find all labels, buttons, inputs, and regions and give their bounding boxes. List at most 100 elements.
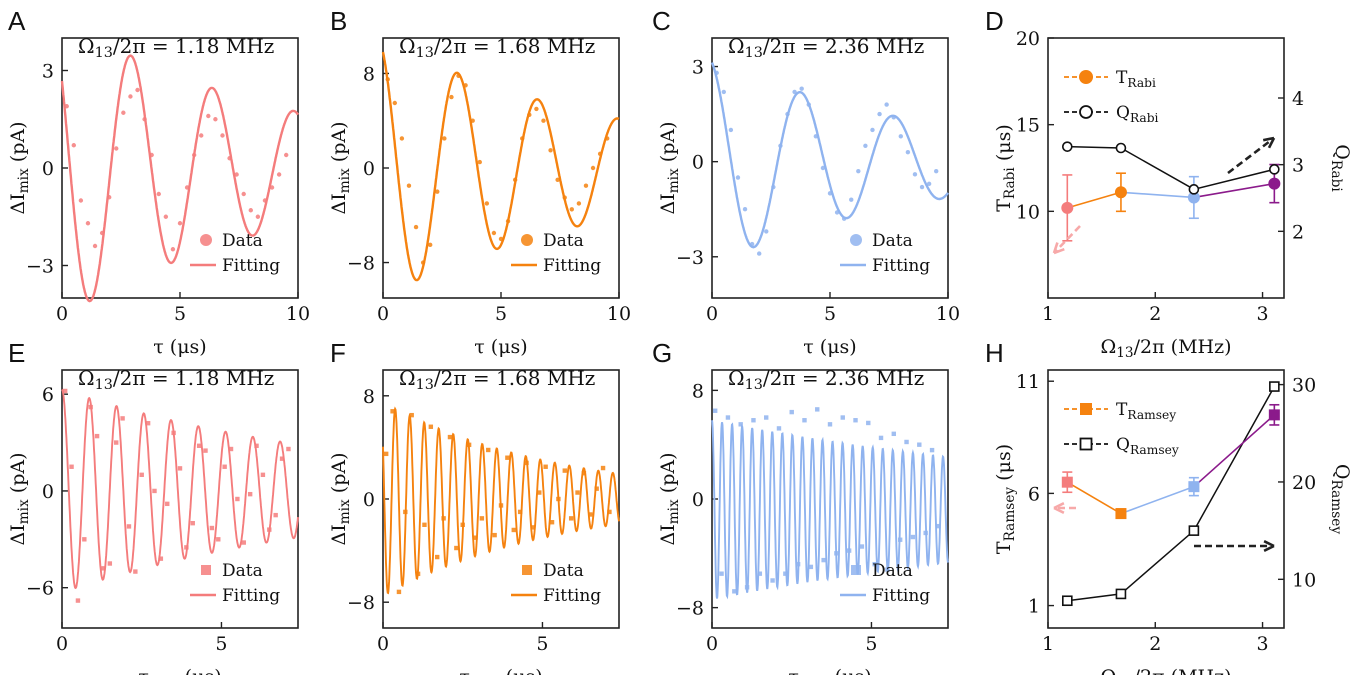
x-tick-label: 3 <box>1256 303 1268 325</box>
t-data-point <box>1115 508 1127 520</box>
data-point <box>841 216 847 221</box>
data-point <box>498 236 504 242</box>
left-axis-arrow <box>1053 225 1081 254</box>
data-point <box>827 422 833 427</box>
data-point <box>534 106 539 112</box>
data-point <box>449 94 454 100</box>
panel-label: G <box>652 338 672 368</box>
data-point <box>62 388 68 394</box>
data-point <box>778 143 783 149</box>
data-point <box>530 525 536 530</box>
y-tick-label: −8 <box>676 598 704 620</box>
data-point <box>82 537 87 542</box>
data-point <box>276 172 282 177</box>
data-point <box>133 569 138 574</box>
data-point <box>114 146 119 151</box>
data-point <box>870 127 875 133</box>
plot-area <box>1061 141 1281 242</box>
t-data-point <box>1188 481 1200 493</box>
legend-marker-data <box>201 565 211 575</box>
data-point <box>479 516 485 521</box>
data-point <box>744 585 750 590</box>
data-point <box>714 70 719 76</box>
legend-marker-data <box>522 565 532 575</box>
data-point <box>785 111 790 117</box>
x-tick-label: 3 <box>1256 633 1268 655</box>
data-point <box>815 407 820 412</box>
frequency-annotation: Ω13/2π = 1.18 MHz <box>78 366 274 393</box>
x-tick-label: 10 <box>607 303 631 325</box>
data-point <box>524 460 529 466</box>
y-axis-label: ΔImix (pA) <box>328 452 353 545</box>
q-data-point <box>1188 184 1200 195</box>
data-point <box>409 412 414 418</box>
x-tick-label: 5 <box>215 633 227 655</box>
right-axis-arrow-head <box>1263 540 1275 552</box>
data-point <box>216 537 221 542</box>
panel-label: A <box>8 6 26 36</box>
legend-marker-data <box>850 234 862 246</box>
data-point <box>486 447 491 453</box>
x-tick-label: 10 <box>936 303 960 325</box>
y-tick-label: 0 <box>363 158 375 180</box>
data-point <box>517 509 523 515</box>
legend-label-data: Data <box>222 231 263 251</box>
data-point <box>92 243 98 249</box>
y-tick-label: 6 <box>42 384 54 406</box>
data-point <box>492 532 497 538</box>
y-tick-label: 6 <box>1028 483 1040 505</box>
data-point <box>383 451 389 457</box>
data-point <box>548 148 553 153</box>
y-axis-label: TRamsey (μs) <box>993 444 1018 554</box>
plot-frame <box>1047 37 1285 299</box>
legend-marker-data <box>200 234 212 246</box>
data-point <box>163 214 169 219</box>
data-point <box>806 102 811 107</box>
fit-curve <box>381 51 620 282</box>
x-axis-label: τwait (μs) <box>788 666 871 675</box>
data-point <box>549 520 555 525</box>
data-point <box>491 230 497 236</box>
data-point <box>406 183 412 188</box>
y-tick-label: 0 <box>363 489 375 511</box>
t-series-segment <box>1193 414 1275 488</box>
panel-label: B <box>330 6 347 36</box>
data-point <box>735 175 741 180</box>
data-point <box>428 242 433 248</box>
legend-label-q: QRabi <box>1116 103 1159 125</box>
x-tick-label: 2 <box>1149 633 1161 655</box>
data-point <box>456 73 461 79</box>
data-point <box>795 561 801 567</box>
y-tick-label: −3 <box>26 256 54 278</box>
data-point <box>576 201 582 206</box>
y-tick-label: 0 <box>692 489 704 511</box>
legend-label-fit: Fitting <box>543 586 601 606</box>
data-point <box>575 490 580 495</box>
data-point <box>428 424 434 429</box>
x-axis-label: Ω13/2π (MHz) <box>1100 666 1231 675</box>
data-point <box>403 509 408 515</box>
data-point <box>751 418 756 423</box>
data-point <box>853 418 858 423</box>
y-axis-label: ΔImix (pA) <box>7 121 32 214</box>
data-point <box>605 136 610 141</box>
panel-h: H 1 2 3 1 6 11 Ω13/2π (MHz) TRamsey (μs) 10 20 30 QR… <box>985 338 1353 675</box>
plot-area <box>382 406 620 595</box>
panel-e: E 0 5 6 0 −6 τwait (μs) ΔImix (pA) Ω13/2π = 1.18… <box>7 338 299 675</box>
data-point <box>929 447 935 453</box>
y-tick-label: 0 <box>42 158 54 180</box>
y2-axis-label: QRamsey <box>1328 464 1353 534</box>
fit-curve <box>61 388 299 590</box>
q-series-line <box>1067 386 1276 602</box>
data-point <box>126 524 132 529</box>
y-tick-label: 8 <box>363 63 375 85</box>
plot-area <box>61 388 299 603</box>
data-point <box>877 111 882 117</box>
panel-label: H <box>985 338 1004 368</box>
y-tick-label: 0 <box>42 481 54 503</box>
legend-label-data: Data <box>543 561 584 581</box>
data-point <box>466 442 472 448</box>
data-point <box>597 151 603 157</box>
data-point <box>441 516 446 521</box>
data-point <box>742 207 748 212</box>
